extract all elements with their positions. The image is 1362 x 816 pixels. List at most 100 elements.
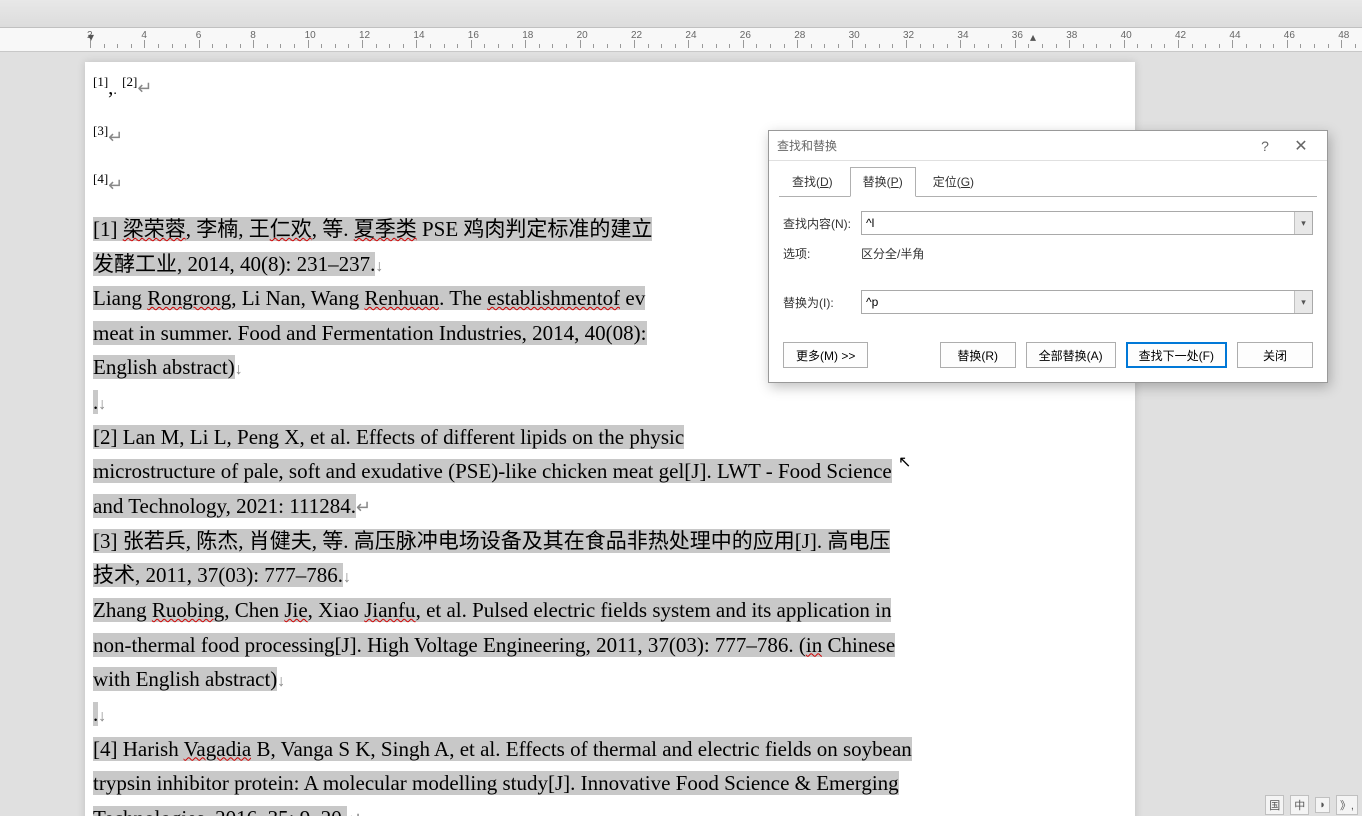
dialog-button-row: 更多(M) >> 替换(R) 全部替换(A) 查找下一处(F) 关闭 [769, 334, 1327, 382]
right-indent-marker[interactable]: ▴ [1030, 30, 1036, 44]
text-run: Rongrong [147, 286, 231, 310]
text-run: establishmentof [487, 286, 620, 310]
text-run: , et al. Pulsed electric fields system a… [416, 598, 892, 622]
paragraph-mark: ↵ [356, 497, 371, 517]
left-indent-marker[interactable]: ▾ [88, 30, 94, 44]
endnote-ref: [1] [93, 74, 108, 89]
dialog-tabs: 查找(D) 替换(P) 定位(G) [769, 161, 1327, 197]
ruler-number: 36 [1012, 30, 1023, 41]
ruler-number: 42 [1175, 30, 1186, 41]
horizontal-ruler[interactable]: 2468101214161820222426283032343638404244… [0, 28, 1362, 52]
text-run: . The [439, 286, 487, 310]
options-label: 选项: [783, 245, 861, 262]
text-run: [3] 张若兵, 陈杰, 肖健夫, 等. 高压脉冲电场设备及其在食品非热处理中的… [93, 529, 890, 553]
text-run: Jie [284, 598, 307, 622]
ruler-number: 30 [849, 30, 860, 41]
text-run: 梁荣蓉 [123, 217, 186, 241]
tab-find[interactable]: 查找(D) [779, 167, 846, 197]
text-run: Technologies, 2016, 35: 9–20. [93, 806, 347, 816]
text-run: Liang [93, 286, 147, 310]
text-run: Chinese [822, 633, 895, 657]
tab-goto[interactable]: 定位(G) [920, 167, 987, 197]
text-run: 技术, 2011, 37(03): 777–786. [93, 563, 343, 587]
ruler-number: 24 [685, 30, 696, 41]
find-replace-dialog: 查找和替换 ? ✕ 查找(D) 替换(P) 定位(G) 查找内容(N): ▾ 选… [768, 130, 1328, 383]
status-bar: 国中 ◗ 》, [1265, 794, 1358, 816]
find-next-button[interactable]: 查找下一处(F) [1126, 342, 1227, 368]
endnote-ref: [3] [93, 123, 108, 138]
text-run: English abstract) [93, 355, 235, 379]
help-icon[interactable]: ? [1247, 132, 1283, 160]
ruler-number: 28 [794, 30, 805, 41]
more-button[interactable]: 更多(M) >> [783, 342, 868, 368]
text-run: Vagadia [184, 737, 252, 761]
ruler-number: 22 [631, 30, 642, 41]
paragraph-mark: ↵ [347, 809, 362, 816]
text-run: PSE 鸡肉判定标准的建立 [417, 217, 653, 241]
status-item[interactable]: 中 [1290, 795, 1309, 815]
text-run: , Xiao [308, 598, 365, 622]
close-button[interactable]: 关闭 [1237, 342, 1313, 368]
status-item[interactable]: 》, [1336, 795, 1358, 815]
text-run: 夏季类 [354, 217, 417, 241]
ruler-number: 32 [903, 30, 914, 41]
text-run: Zhang [93, 598, 152, 622]
manual-line-break-mark: ↓ [343, 569, 351, 586]
status-item[interactable]: ◗ [1315, 797, 1330, 813]
text-run: Jianfu [364, 598, 415, 622]
text-run: B, Vanga S K, Singh A, et al. Effects of… [251, 737, 912, 761]
ruler-number: 20 [577, 30, 588, 41]
ruler-number: 40 [1121, 30, 1132, 41]
text-run: Ruobing [152, 598, 224, 622]
status-item[interactable]: 国 [1265, 795, 1284, 815]
ruler-number: 34 [957, 30, 968, 41]
text-run: in [806, 633, 822, 657]
find-input[interactable] [861, 211, 1313, 235]
find-dropdown-icon[interactable]: ▾ [1294, 212, 1312, 234]
ruler-number: 26 [740, 30, 751, 41]
close-icon[interactable]: ✕ [1283, 132, 1319, 160]
dialog-body: 查找内容(N): ▾ 选项: 区分全/半角 替换为(I): ▾ [769, 197, 1327, 334]
ruler-number: 18 [522, 30, 533, 41]
text-run: microstructure of pale, soft and exudati… [93, 459, 892, 483]
text-run: meat in summer. Food and Fermentation In… [93, 321, 647, 345]
text-run: [1] [93, 217, 123, 241]
text-run: , Chen [224, 598, 284, 622]
ruler-number: 44 [1229, 30, 1240, 41]
replace-all-button[interactable]: 全部替换(A) [1026, 342, 1116, 368]
text-run: 仁欢 [270, 217, 312, 241]
replace-dropdown-icon[interactable]: ▾ [1294, 291, 1312, 313]
text-run: trypsin inhibitor protein: A molecular m… [93, 771, 899, 795]
text-run: , Li Nan, Wang [231, 286, 364, 310]
text-run: with English abstract) [93, 667, 277, 691]
text-run: non-thermal food processing[J]. High Vol… [93, 633, 806, 657]
tab-replace[interactable]: 替换(P) [850, 167, 916, 197]
ruler-number: 48 [1338, 30, 1349, 41]
manual-line-break-mark: ↓ [235, 361, 243, 378]
text-run: , 李楠, 王 [186, 217, 270, 241]
text-run: [2] Lan M, Li L, Peng X, et al. Effects … [93, 425, 684, 449]
options-value: 区分全/半角 [861, 245, 924, 262]
text-run: [4] Harish [93, 737, 184, 761]
ruler-track: 2468101214161820222426283032343638404244… [0, 28, 1362, 48]
text-run: Renhuan [364, 286, 439, 310]
text-run: and Technology, 2021: 111284. [93, 494, 356, 518]
ruler-number: 46 [1284, 30, 1295, 41]
manual-line-break-mark: ↓ [277, 673, 285, 690]
replace-button[interactable]: 替换(R) [940, 342, 1016, 368]
dialog-titlebar[interactable]: 查找和替换 ? ✕ [769, 131, 1327, 161]
text-run: 发酵工业, 2014, 40(8): 231–237. [93, 252, 375, 276]
replace-input[interactable] [861, 290, 1313, 314]
endnote-ref: [4] [93, 171, 108, 186]
replace-label: 替换为(I): [783, 294, 861, 311]
ruler-number: 10 [305, 30, 316, 41]
ruler-number: 12 [359, 30, 370, 41]
ruler-number: 16 [468, 30, 479, 41]
top-toolbar [0, 0, 1362, 28]
dialog-title: 查找和替换 [777, 137, 1247, 154]
text-run: , 等. [312, 217, 354, 241]
text-run: ev [620, 286, 645, 310]
ruler-number: 38 [1066, 30, 1077, 41]
find-label: 查找内容(N): [783, 215, 861, 232]
manual-line-break-mark: ↓ [375, 258, 383, 275]
